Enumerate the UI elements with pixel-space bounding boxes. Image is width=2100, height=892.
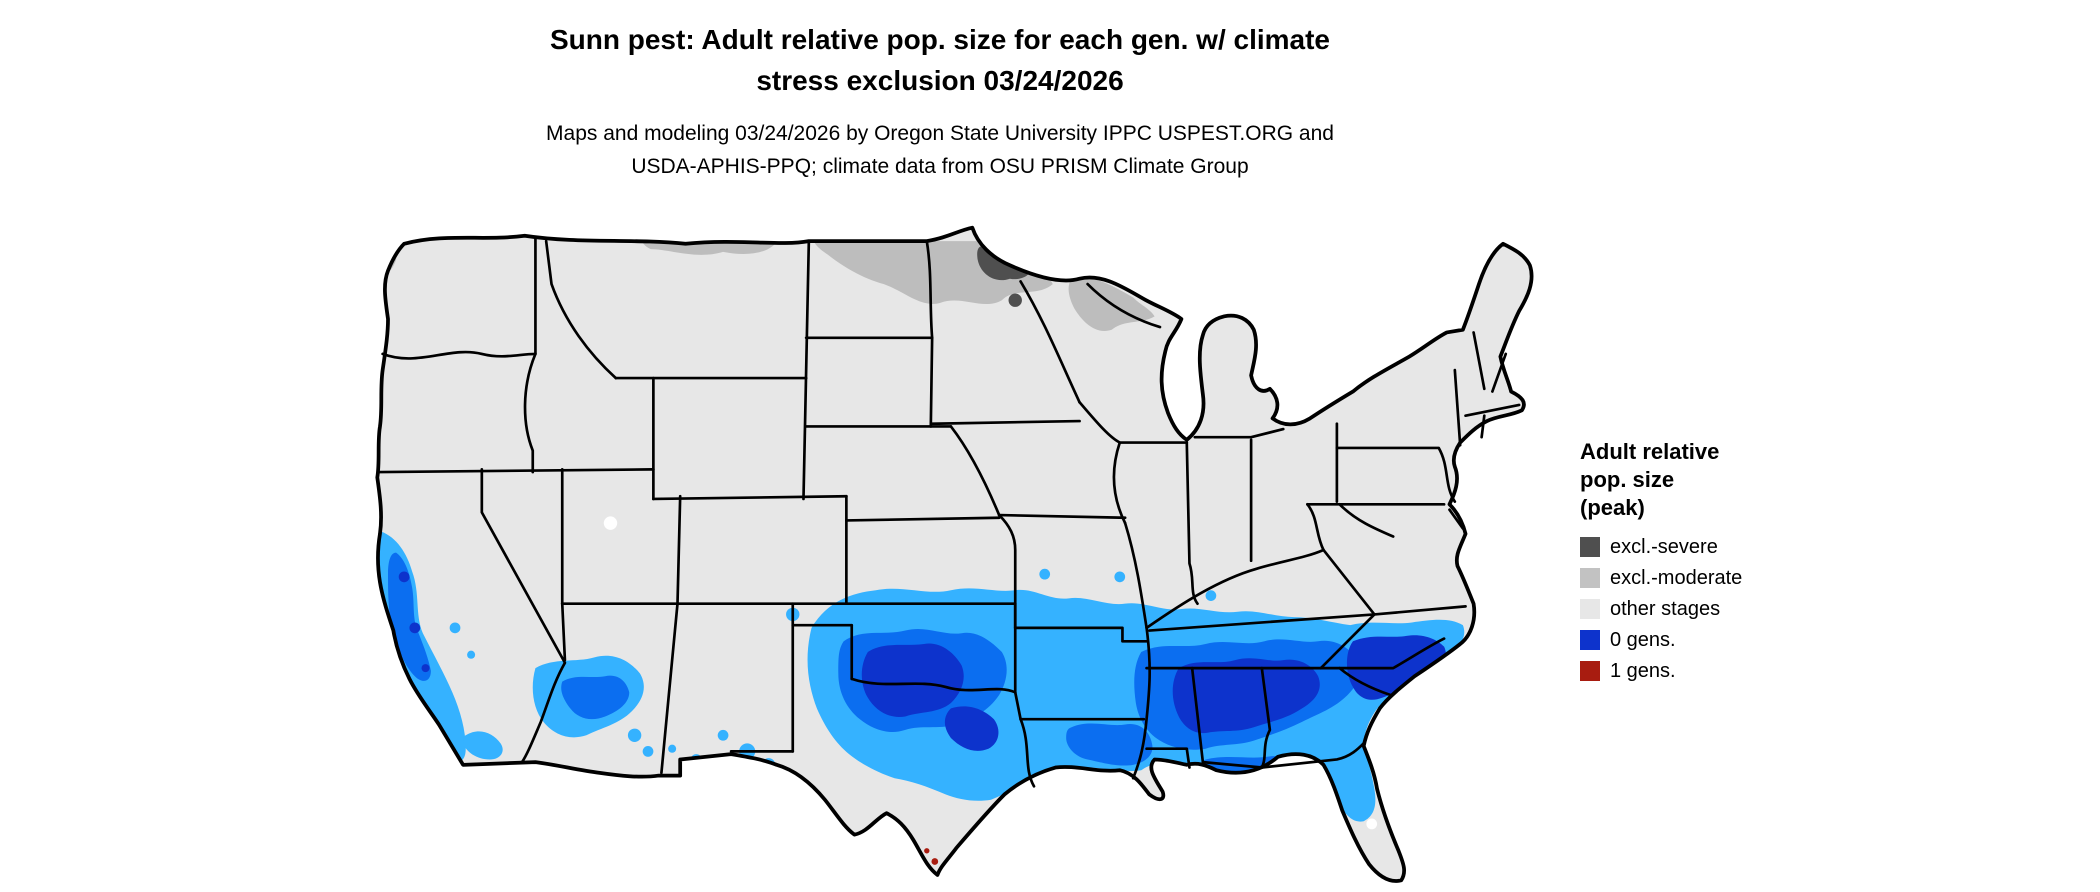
inland-water [603, 516, 1378, 830]
map-subtitle: Maps and modeling 03/24/2026 by Oregon S… [340, 118, 1540, 183]
legend-swatch [1580, 630, 1600, 651]
map-title-line2: stress exclusion 03/24/2026 [756, 64, 1124, 96]
conus-outline [375, 225, 1534, 883]
legend-item: excl.-moderate [1580, 565, 1880, 591]
map-subtitle-line1: Maps and modeling 03/24/2026 by Oregon S… [546, 122, 1334, 145]
legend-item: 1 gens. [1580, 658, 1880, 684]
us-map-svg [375, 225, 1534, 883]
legend-swatch [1580, 599, 1600, 620]
map-subtitle-line2: USDA-APHIS-PPQ; climate data from OSU PR… [631, 154, 1249, 178]
us-map [321, 225, 1554, 883]
legend-swatch [1580, 661, 1600, 682]
legend-label: excl.-moderate [1610, 566, 1743, 589]
legend-title: Adult relative pop. size (peak) [1580, 438, 1880, 522]
legend-label: excl.-severe [1610, 535, 1718, 558]
legend-swatch [1580, 568, 1600, 589]
legend-label: 1 gens. [1610, 659, 1676, 682]
legend-item: excl.-severe [1580, 534, 1880, 560]
legend-title-line1: Adult relative [1580, 439, 1720, 464]
legend-label: 0 gens. [1610, 628, 1676, 651]
legend-title-line3: (peak) [1580, 495, 1645, 521]
legend: Adult relative pop. size (peak) excl.-se… [1580, 438, 1880, 689]
legend-item: 0 gens. [1580, 627, 1880, 653]
state-borders [378, 237, 1521, 788]
legend-item: other stages [1580, 596, 1880, 622]
legend-items: excl.-severe excl.-moderate other stages 0 … [1580, 534, 1880, 684]
legend-title-line2: pop. size [1580, 467, 1675, 493]
map-title: Sunn pest: Adult relative pop. size for … [340, 20, 1540, 101]
map-title-line1: Sunn pest: Adult relative pop. size for … [549, 24, 1330, 55]
legend-label: other stages [1610, 597, 1721, 620]
legend-swatch [1580, 537, 1600, 558]
